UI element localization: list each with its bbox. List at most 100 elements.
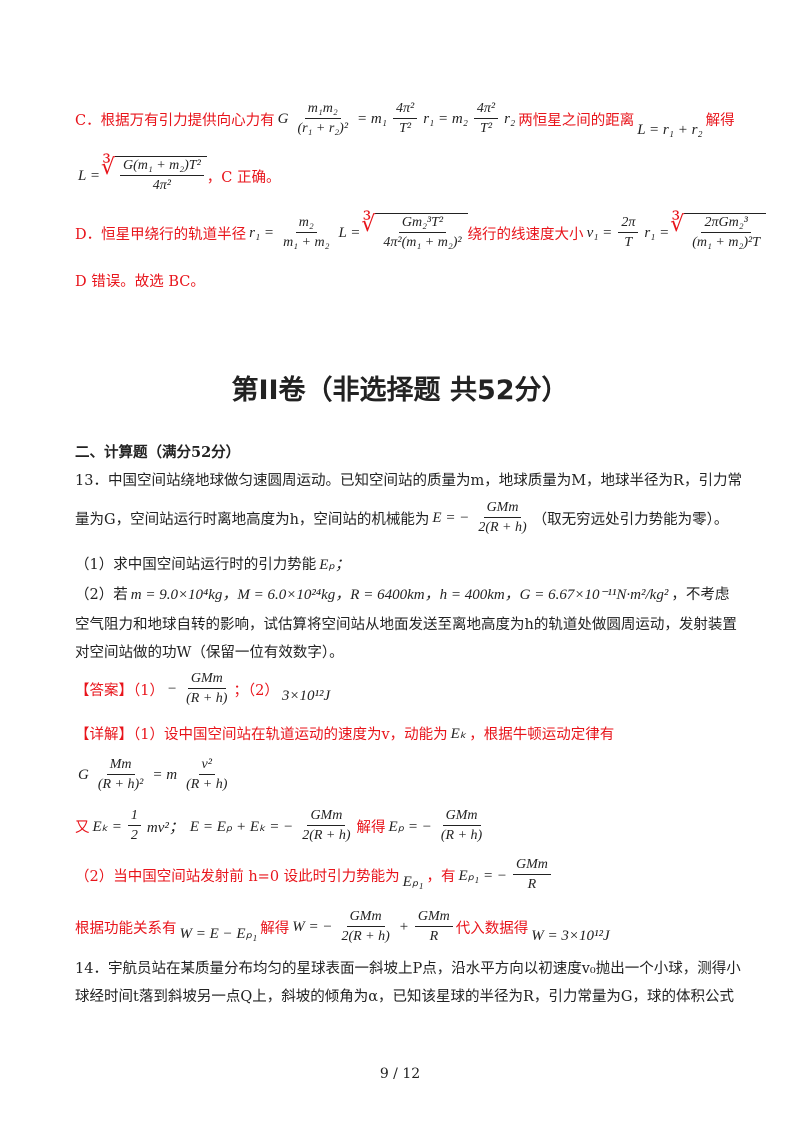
formula: E = − — [432, 510, 470, 526]
formula: G — [78, 767, 89, 783]
option-c-line: C．根据万有引力提供向心力有 G m₁m₂ (r₁ + r₂)² = m₁ 4π² T… — [75, 100, 735, 139]
formula: L = — [78, 167, 100, 184]
num: v² — [198, 756, 215, 775]
formula: G — [277, 111, 289, 127]
formula: W = E − Eₚ₁ — [179, 926, 258, 942]
den: (R + h) — [186, 777, 228, 792]
text: 解得 — [356, 820, 386, 836]
text: 绕行的线速度大小 — [467, 226, 584, 243]
num: 2π — [618, 214, 639, 233]
formula: 3×10¹²J — [281, 688, 331, 704]
den: (m₁ + m₂)²T — [692, 235, 760, 250]
den: 2(R + h) — [302, 828, 351, 843]
detail-line3: 又 Eₖ = 1 2 mv²； E = Eₚ + Eₖ = − GMm 2(R + h) 解得 E… — [75, 807, 488, 846]
formula: r₁ = m₂ — [423, 111, 468, 127]
text: 代入数据得 — [455, 921, 529, 937]
den: 2(R + h) — [478, 520, 527, 535]
num: 4π² — [473, 100, 499, 119]
q13-line1: 13．中国空间站绕地球做匀速圆周运动。已知空间站的质量为m，地球质量为M，地球半… — [75, 473, 742, 489]
text: （取无穷远处引力势能为零）。 — [532, 512, 729, 528]
text: 解得 — [705, 113, 735, 129]
fraction: 4π² T² — [473, 100, 499, 139]
answer-line: 【答案】（1） − GMm (R + h) ；（2） 3×10¹²J — [75, 670, 333, 709]
detail-line4: （2）当中国空间站发射前 h=0 设此时引力势能为 Eₚ₁ ，有 Eₚ₁ = − GMm… — [75, 856, 554, 895]
q13-line5: 空气阻力和地球自转的影响，试估算将空间站从地面发送至离地高度为h的轨道处做圆周运… — [75, 617, 737, 633]
formula: Eₚ₁ — [402, 874, 424, 890]
num: GMm — [414, 908, 453, 927]
cube-root: G(m₁ + m₂)T² 4π² — [101, 155, 207, 196]
text: ，C 正确。 — [206, 169, 281, 186]
fraction: m₁m₂ (r₁ + r₂)² — [294, 100, 351, 139]
formula: mv²； — [146, 820, 184, 836]
text: ，不考虑 — [671, 587, 730, 603]
num: Gm₂³T² — [398, 214, 447, 233]
cube-root: 2πGm₂³ (m₁ + m₂)²T — [670, 212, 766, 253]
text: ；（2） — [233, 683, 279, 699]
fraction: 4π² T² — [392, 100, 418, 139]
q13-part1: （1）求中国空间站运行时的引力势能 Eₚ； — [75, 553, 353, 574]
text: 量为G，空间站运行时离地高度为h，空间站的机械能为 — [75, 512, 430, 528]
formula: = m — [152, 767, 178, 783]
q13-line2: 量为G，空间站运行时离地高度为h，空间站的机械能为 E = − GMm 2(R + h… — [75, 499, 728, 538]
section-title: 第II卷（非选择题 共52分） — [231, 375, 569, 406]
num: GMm — [307, 807, 346, 826]
text: ，根据牛顿运动定律有 — [469, 727, 615, 743]
den: T² — [480, 121, 493, 136]
text: D．恒星甲绕行的轨道半径 — [75, 226, 247, 243]
q13-line6: 对空间站做的功W（保留一位有效数字）。 — [75, 645, 344, 661]
num: m₂ — [295, 214, 317, 233]
page-number: 9 / 12 — [379, 1066, 421, 1082]
text: 解得 — [260, 921, 290, 937]
formula: m = 9.0×10⁴kg，M = 6.0×10²⁴kg，R = 6400km，… — [130, 587, 669, 603]
num: 4π² — [392, 100, 418, 119]
num: Mm — [106, 756, 135, 775]
den: R — [429, 929, 439, 944]
part-heading: 二、计算题（满分52分） — [75, 444, 241, 461]
option-d-result: D 错误。故选 BC。 — [75, 274, 205, 290]
text: 根据功能关系有 — [75, 921, 177, 937]
q14-line1: 14．宇航员站在某质量分布均匀的星球表面一斜坡上P点，沿水平方向以初速度v₀抛出… — [75, 961, 741, 977]
den: m₁ + m₂ — [283, 234, 330, 250]
formula: L = r₁ + r₂ — [637, 122, 703, 138]
formula: + — [398, 919, 409, 935]
formula: Eₚ₁ = − — [458, 868, 508, 884]
den: 2(R + h) — [341, 929, 390, 944]
text: 两恒星之间的距离 — [518, 113, 635, 129]
num: GMm — [513, 856, 551, 875]
den: (R + h) — [440, 828, 483, 843]
den: 4π² — [152, 178, 171, 193]
den: (R + h)² — [97, 777, 144, 792]
text: 【详解】（1）设中国空间站在轨道运动的速度为v，动能为 — [75, 727, 448, 743]
formula: Eₚ； — [319, 557, 350, 573]
num: GMm — [346, 908, 385, 927]
den: (R + h) — [186, 691, 228, 706]
den: 2 — [130, 828, 138, 843]
q13-part2: （2）若 m = 9.0×10⁴kg，M = 6.0×10²⁴kg，R = 640… — [75, 583, 729, 604]
formula: Eₚ = − — [388, 819, 432, 835]
formula: r₂ — [504, 111, 516, 127]
formula: W = 3×10¹²J — [531, 928, 610, 944]
formula: v₁ = — [586, 224, 613, 241]
formula: r₁ = — [644, 224, 670, 241]
formula: Eₖ — [450, 726, 467, 742]
text: C．根据万有引力提供向心力有 — [75, 113, 275, 129]
num: GMm — [187, 670, 226, 689]
text: 又 — [75, 820, 90, 836]
den: R — [527, 877, 537, 892]
option-c-result: L = G(m₁ + m₂)T² 4π² ，C 正确。 — [75, 155, 281, 196]
detail-equation1: G Mm (R + h)² = m v² (R + h) — [75, 756, 233, 795]
text: （2）若 — [75, 587, 128, 603]
den: (r₁ + r₂)² — [297, 121, 349, 136]
den: T — [624, 234, 633, 250]
formula: = m₁ — [357, 111, 387, 127]
formula: W = − — [292, 919, 333, 935]
text: （2）当中国空间站发射前 h=0 设此时引力势能为 — [75, 869, 400, 885]
den: 4π²(m₁ + m₂)² — [383, 235, 462, 250]
num: m₁m₂ — [304, 100, 341, 119]
formula: Eₖ = — [92, 819, 122, 835]
formula: − — [166, 681, 178, 697]
num: G(m₁ + m₂)T² — [119, 157, 204, 176]
den: T² — [399, 121, 412, 136]
answer-label: 【答案】（1） — [75, 683, 164, 699]
